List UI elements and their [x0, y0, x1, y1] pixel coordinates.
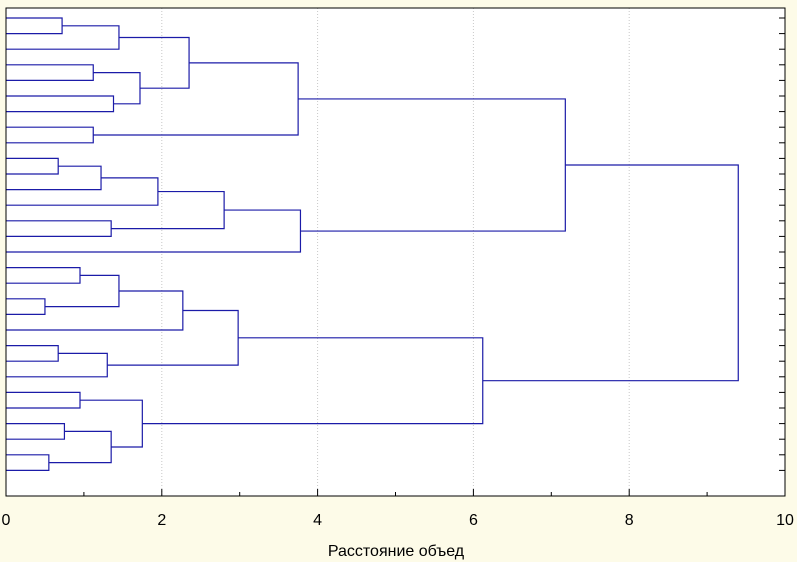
dendrogram-branches: [6, 17, 739, 471]
x-tick-label: 0: [2, 512, 11, 529]
x-tick-label: 4: [313, 512, 322, 529]
grid-lines: [161, 8, 630, 496]
x-tick-label: 6: [469, 512, 478, 529]
x-tick-label: 8: [625, 512, 634, 529]
x-axis-ticks: 0 2 4 6 8 10: [2, 489, 794, 529]
dendrogram-link: [482, 164, 739, 382]
x-tick-label: 10: [776, 512, 794, 529]
leaf-ticks: [779, 17, 785, 471]
x-tick-label: 2: [157, 512, 166, 529]
x-axis-label: Расстояние объед: [328, 543, 465, 560]
